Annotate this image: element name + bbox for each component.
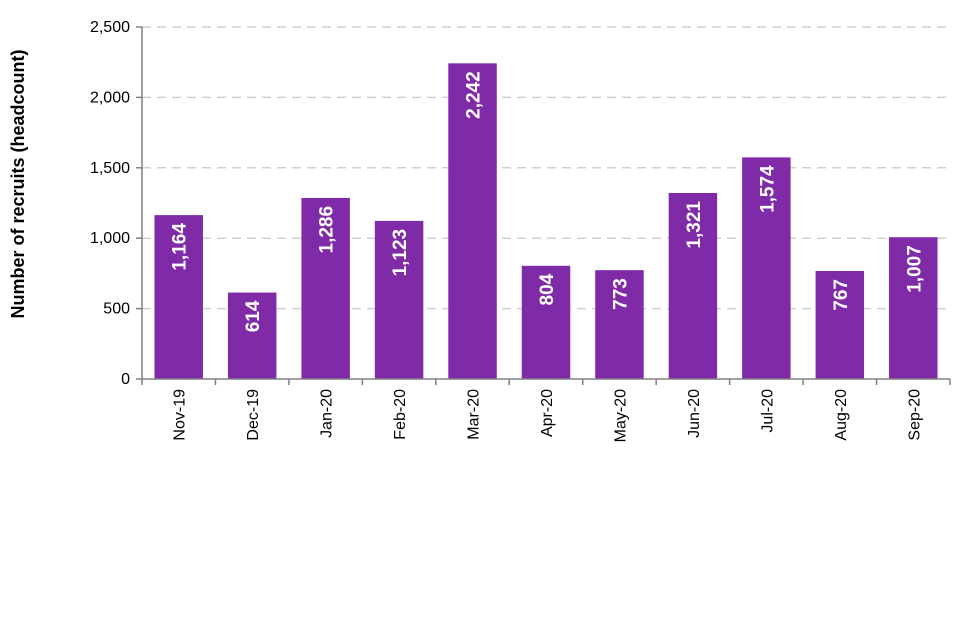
data-label: 2,242 xyxy=(464,71,485,119)
data-label: 804 xyxy=(537,273,558,305)
x-tick-label: Aug-20 xyxy=(833,389,850,441)
x-tick-label: Feb-20 xyxy=(392,389,409,440)
bar xyxy=(227,292,277,379)
y-tick-label: 0 xyxy=(121,371,130,388)
bar xyxy=(448,63,497,379)
data-label: 1,286 xyxy=(317,206,338,254)
data-label: 773 xyxy=(610,278,631,310)
data-labels: 1,164 614 1,286 1,123 2,242 804 773 1,321 1,574 7… xyxy=(170,71,926,332)
bar xyxy=(668,193,718,379)
x-tick-label: Mar-20 xyxy=(466,389,483,440)
y-tick-label: 2,500 xyxy=(90,19,130,36)
x-tick-label: Jul-20 xyxy=(759,389,776,433)
bar xyxy=(742,157,791,379)
x-tick-label: Sep-20 xyxy=(906,389,923,441)
data-label: 1,007 xyxy=(904,245,925,293)
data-label: 1,321 xyxy=(684,201,705,249)
bar xyxy=(301,197,350,379)
data-label: 1,164 xyxy=(170,223,191,271)
y-tick-label: 1,500 xyxy=(90,160,130,177)
data-label: 1,123 xyxy=(390,229,411,277)
bar xyxy=(595,270,644,379)
x-tick-label: Nov-19 xyxy=(172,389,189,441)
y-axis-title: Number of recruits (headcount) xyxy=(8,49,28,318)
data-label: 767 xyxy=(831,279,852,311)
data-label: 1,574 xyxy=(757,165,778,213)
x-tick-labels: Nov-19 Dec-19 Jan-20 Feb-20 Mar-20 Apr-20 May-… xyxy=(172,389,924,442)
bar xyxy=(374,220,424,379)
x-tick-label: Jun-20 xyxy=(686,389,703,438)
bar xyxy=(154,215,203,379)
y-tick-label: 2,000 xyxy=(90,89,130,106)
x-tick-label: Dec-19 xyxy=(245,389,262,441)
y-tick-label: 1,000 xyxy=(90,230,130,247)
x-tick-label: May-20 xyxy=(612,389,629,442)
axes xyxy=(136,26,951,385)
bar xyxy=(889,237,938,379)
bars xyxy=(154,63,938,379)
y-tick-labels: 0 500 1,000 1,500 2,000 2,500 xyxy=(90,19,130,388)
x-tick-label: Jan-20 xyxy=(319,389,336,438)
data-label: 614 xyxy=(243,300,264,332)
bar xyxy=(521,265,571,379)
x-tick-label: Apr-20 xyxy=(539,389,556,437)
y-tick-label: 500 xyxy=(103,301,130,318)
bar xyxy=(815,271,865,379)
